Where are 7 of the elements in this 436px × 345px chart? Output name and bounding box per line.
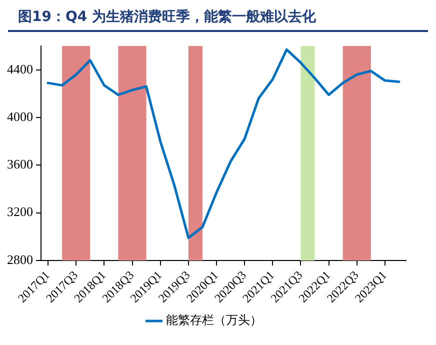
chart-title: 图19：Q4 为生猪消费旺季，能繁一般难以去化 xyxy=(8,0,428,32)
y-tick-label: 3200 xyxy=(7,204,33,220)
y-tick-label: 2800 xyxy=(7,252,33,267)
y-tick-label: 3600 xyxy=(7,156,33,172)
y-tick-label: 4400 xyxy=(7,61,33,76)
legend-label: 能繁存栏（万头） xyxy=(166,313,262,328)
y-tick-label: 4000 xyxy=(7,108,33,124)
